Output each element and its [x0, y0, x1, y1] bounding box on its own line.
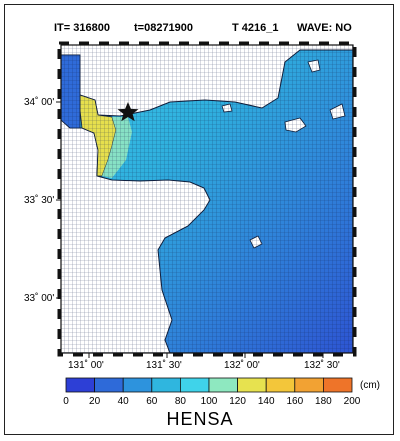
colorbar-unit: (cm) — [360, 380, 380, 391]
lat-label-34-00: 34˚ 00' — [24, 97, 55, 108]
colorbar-tick-label: 80 — [174, 396, 186, 407]
lat-label-33-30: 33˚ 30' — [24, 195, 55, 206]
colorbar-tick-label: 160 — [286, 396, 304, 407]
colorbar-tick-label: 0 — [63, 396, 69, 407]
colorbar-tick-label: 100 — [200, 396, 218, 407]
lon-label-131-00: 131˚ 00' — [68, 360, 104, 371]
iteration-label: IT= 316800 — [54, 22, 110, 34]
colorbar-title: HENSA — [166, 409, 234, 429]
colorbar-tick-label: 180 — [315, 396, 332, 407]
case-label: T 4216_1 — [232, 22, 279, 34]
map-border — [60, 44, 354, 354]
colorbar-tick-label: 140 — [257, 396, 275, 407]
colorbar-tick-label: 40 — [117, 396, 129, 407]
wave-label: WAVE: NO — [297, 22, 352, 34]
lon-label-132-00: 132˚ 00' — [224, 360, 260, 371]
colorbar-tick-label: 60 — [146, 396, 158, 407]
colorbar-tick-label: 120 — [229, 396, 246, 407]
lat-label-33-00: 33˚ 00' — [24, 293, 55, 304]
colorbar-tick-label: 200 — [343, 396, 361, 407]
figure-frame — [4, 4, 394, 435]
lon-label-131-30: 131˚ 30' — [146, 360, 182, 371]
station-star-marker — [117, 102, 139, 122]
colorbar-tick-label: 20 — [89, 396, 101, 407]
time-label: t=08271900 — [134, 22, 194, 34]
west-channel — [61, 54, 81, 129]
lon-label-132-30: 132˚ 30' — [304, 360, 340, 371]
